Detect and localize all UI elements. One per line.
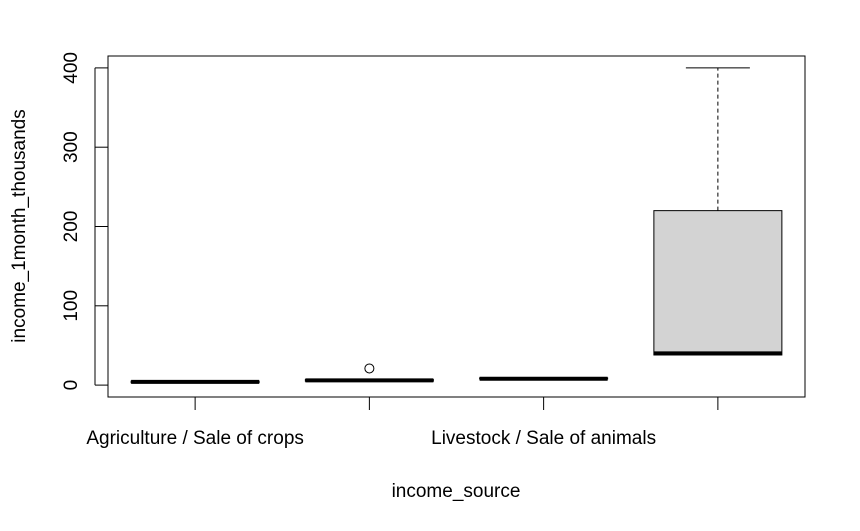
outlier-point: [364, 363, 375, 374]
y-axis: 0 100 200 300 400: [61, 52, 108, 390]
box-3: [479, 376, 609, 381]
y-tick-label: 200: [61, 211, 82, 243]
box-body: [653, 210, 783, 356]
y-tick-label: 400: [61, 52, 82, 84]
x-axis-title: income_source: [392, 481, 521, 502]
y-axis-title: income_1month_thousands: [9, 109, 30, 342]
y-tick-label: 0: [61, 380, 82, 391]
box-2: [304, 363, 434, 383]
box-1: [130, 379, 260, 384]
box-4: [653, 67, 783, 356]
x-tick-label: Livestock / Sale of animals: [431, 428, 656, 449]
x-axis: Agriculture / Sale of crops Livestock / S…: [86, 396, 719, 449]
y-tick-label: 100: [61, 290, 82, 322]
x-tick-label: Agriculture / Sale of crops: [86, 428, 304, 449]
y-tick-label: 300: [61, 131, 82, 163]
box-group: [130, 67, 783, 384]
